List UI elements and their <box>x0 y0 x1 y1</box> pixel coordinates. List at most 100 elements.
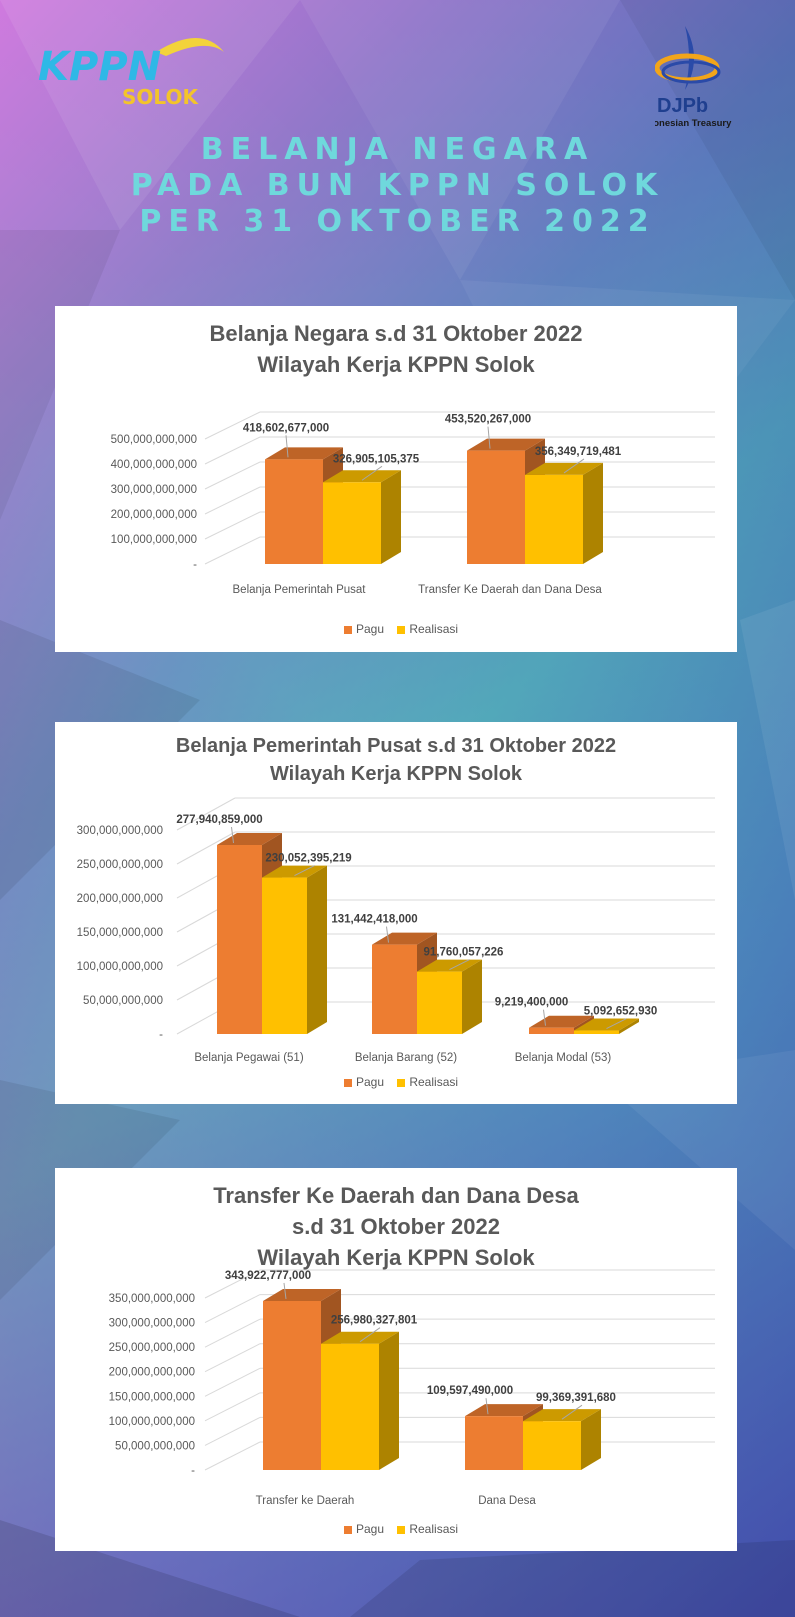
gridline-diagonal <box>204 461 261 490</box>
bar-side <box>462 959 482 1034</box>
data-label: 230,052,395,219 <box>265 853 351 865</box>
y-tick-label: - <box>193 559 197 571</box>
gridline-diagonal <box>204 486 261 515</box>
data-label-leader <box>294 865 315 877</box>
chart-belanja-pemerintah-pusat: Belanja Pemerintah Pusat s.d 31 Oktober … <box>55 722 737 1104</box>
bar-front <box>525 474 583 564</box>
chart-title-line-2: Wilayah Kerja KPPN Solok <box>269 763 523 785</box>
chart-legend: Pagu Realisasi <box>55 622 737 636</box>
data-label: 256,980,327,801 <box>331 1315 418 1327</box>
y-tick-label: 400,000,000,000 <box>111 459 197 471</box>
bar-top <box>417 959 482 972</box>
bar-top <box>262 865 327 878</box>
data-label-leader <box>359 1327 381 1343</box>
bar-front <box>323 482 381 564</box>
data-label-leader <box>563 458 585 474</box>
chart-title: Belanja Negara s.d 31 Oktober 2022 Wilay… <box>55 318 737 380</box>
chart-title-line-2: s.d 31 Oktober 2022 <box>292 1214 500 1239</box>
legend-label-realisasi: Realisasi <box>409 1075 459 1089</box>
page-title-line-1: BELANJA NEGARA <box>200 132 595 167</box>
bar-top <box>265 447 343 460</box>
bar-front <box>529 1027 574 1034</box>
chart-title-line-2: Wilayah Kerja KPPN Solok <box>257 352 535 377</box>
legend-swatch-realisasi <box>397 1078 406 1087</box>
legend-swatch-pagu <box>343 1525 352 1534</box>
gridline-diagonal <box>204 1318 261 1348</box>
kppn-logo-text: KPPN <box>38 44 161 90</box>
bar-front <box>523 1421 581 1470</box>
y-tick-label: 250,000,000,000 <box>77 859 163 871</box>
djpb-logo-sub: Indonesian Treasury <box>655 118 732 129</box>
legend-label-pagu: Pagu <box>355 1522 384 1536</box>
gridline-diagonal <box>204 1343 261 1373</box>
bar-side <box>381 470 401 564</box>
legend-label-realisasi: Realisasi <box>409 622 459 636</box>
legend-label-pagu: Pagu <box>355 622 384 636</box>
gridline-diagonal <box>204 536 261 565</box>
bar-front <box>262 877 307 1034</box>
x-category-label: Dana Desa <box>478 1495 536 1507</box>
chart-transfer-ke-daerah: Transfer Ke Daerah dan Dana Desa s.d 31 … <box>55 1168 737 1551</box>
data-label-leader <box>361 465 383 481</box>
bar-front <box>265 459 323 564</box>
bar-front <box>467 450 525 564</box>
data-label-leader <box>386 926 389 943</box>
x-category-label: Belanja Barang (52) <box>355 1052 457 1064</box>
data-label: 343,922,777,000 <box>225 1270 311 1282</box>
data-label-leader <box>485 1398 489 1415</box>
y-tick-label: 100,000,000,000 <box>77 961 163 973</box>
x-category-label: Belanja Pegawai (51) <box>194 1052 303 1064</box>
bar-front <box>417 971 462 1034</box>
y-tick-label: 50,000,000,000 <box>115 1440 195 1452</box>
bar-realisasi <box>525 458 603 564</box>
bar-realisasi <box>574 1018 639 1034</box>
y-tick-label: 100,000,000,000 <box>109 1416 195 1428</box>
y-tick-label: 350,000,000,000 <box>109 1293 195 1305</box>
gridline-diagonal <box>176 831 236 865</box>
data-label-leader <box>606 1018 627 1029</box>
bar-top <box>523 1409 601 1422</box>
djpb-logo-text: DJPb <box>657 95 708 117</box>
y-tick-label: 500,000,000,000 <box>111 434 197 446</box>
chart-title: Transfer Ke Daerah dan Dana Desa s.d 31 … <box>55 1180 737 1273</box>
chart-title: Belanja Pemerintah Pusat s.d 31 Oktober … <box>55 732 737 788</box>
data-label-leader <box>449 959 470 971</box>
bar-front <box>574 1030 619 1034</box>
y-tick-label: 300,000,000,000 <box>111 484 197 496</box>
x-category-label: Transfer ke Daerah <box>256 1495 355 1507</box>
bar-side <box>619 1018 639 1034</box>
y-tick-label: 200,000,000,000 <box>109 1367 195 1379</box>
chart-title-line-1: Belanja Pemerintah Pusat s.d 31 Oktober … <box>175 735 617 757</box>
bar-front <box>465 1416 523 1470</box>
bar-realisasi <box>323 465 401 564</box>
chart-plot: - 50,000,000,000 100,000,000,000 150,000,00… <box>109 1269 715 1507</box>
y-tick-label: 250,000,000,000 <box>109 1342 195 1354</box>
chart-title-line-3: Wilayah Kerja KPPN Solok <box>257 1245 535 1270</box>
gridline-diagonal <box>204 511 261 540</box>
bar-side <box>581 1409 601 1470</box>
bar-side <box>583 462 603 564</box>
x-category-label: Transfer Ke Daerah dan Dana Desa <box>418 584 602 596</box>
data-label-leader <box>561 1404 583 1420</box>
data-label: 131,442,418,000 <box>331 914 417 926</box>
bar-side <box>379 1331 399 1470</box>
kppn-logo-sub: SOLOK <box>122 85 199 109</box>
bar-realisasi <box>523 1404 601 1470</box>
chart-legend: Pagu Realisasi <box>55 1522 737 1536</box>
data-label: 326,905,105,375 <box>333 453 420 465</box>
gridline-diagonal <box>204 1416 261 1446</box>
bar-front <box>321 1343 379 1470</box>
page-title-line-2: PADA BUN KPPN SOLOK <box>130 168 665 203</box>
y-tick-label: - <box>191 1465 195 1477</box>
gridline-diagonal <box>204 1441 261 1471</box>
data-label: 453,520,267,000 <box>445 414 531 426</box>
gridline-diagonal <box>204 1294 261 1324</box>
data-label: 356,349,719,481 <box>535 446 622 458</box>
y-tick-label: 300,000,000,000 <box>109 1318 195 1330</box>
y-tick-label: 300,000,000,000 <box>77 825 163 837</box>
bar-realisasi <box>262 865 327 1034</box>
x-category-label: Belanja Pemerintah Pusat <box>233 584 367 596</box>
chart-plot: - 50,000,000,000 100,000,000,000 150,000,00… <box>77 797 715 1064</box>
data-label: 109,597,490,000 <box>427 1385 513 1397</box>
page-title: BELANJA NEGARA PADA BUN KPPN SOLOK PER 3… <box>0 132 795 240</box>
